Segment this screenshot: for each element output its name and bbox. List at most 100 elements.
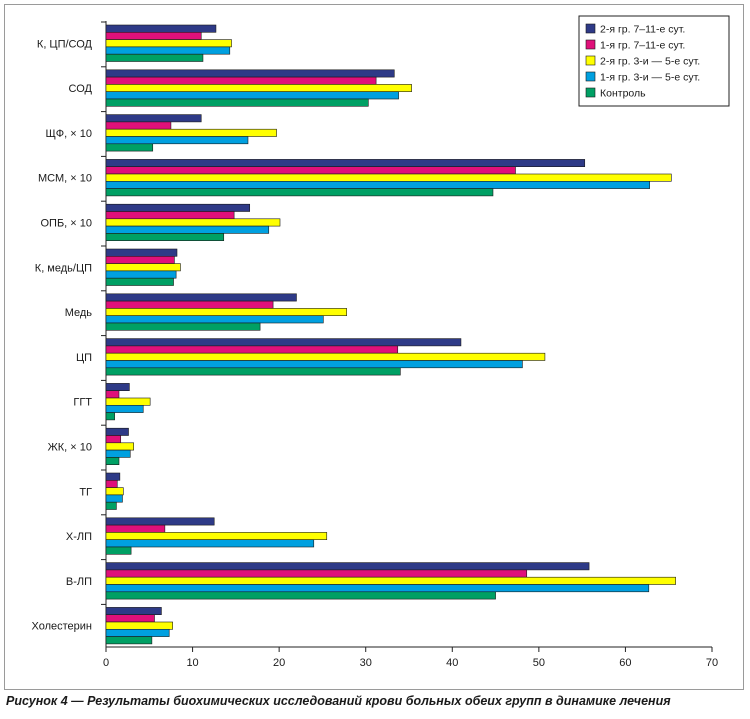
legend-swatch — [585, 71, 596, 82]
bar — [105, 636, 153, 645]
bar — [105, 345, 399, 354]
category-label: Х-ЛП — [66, 531, 92, 543]
bar — [105, 479, 118, 488]
legend-label: 1-я гр. 7–11-е сут. — [600, 40, 685, 52]
category-label: К, медь/ЦП — [35, 262, 92, 274]
bar — [105, 181, 650, 189]
bar — [105, 524, 166, 533]
bar — [105, 31, 202, 40]
bar — [105, 248, 178, 257]
bar — [105, 472, 121, 481]
category-label: ОПБ, × 10 — [40, 217, 92, 229]
category-label: МСМ, × 10 — [38, 173, 92, 185]
category-label: ГГТ — [73, 397, 92, 409]
x-tick-label: 0 — [103, 657, 109, 669]
bar — [105, 211, 235, 220]
bar — [105, 293, 297, 302]
bar — [105, 322, 261, 331]
x-tick-label: 70 — [706, 657, 718, 669]
bar — [105, 300, 274, 309]
bar — [105, 114, 202, 123]
bar — [105, 628, 170, 637]
bar — [105, 404, 144, 413]
bar — [105, 315, 324, 324]
bar — [105, 501, 117, 510]
category-label: ЖК, × 10 — [48, 441, 92, 453]
bar — [105, 532, 328, 541]
bar — [105, 76, 377, 85]
bar — [105, 91, 399, 100]
labels: 0 10 20 30 40 50 60 70 К, ЦП/СОД СОД ЩФ, × 10 МСМ, … — [32, 38, 719, 669]
bar — [105, 562, 590, 571]
category-label: Холестерин — [32, 621, 93, 633]
bar — [105, 435, 122, 444]
bar — [105, 188, 494, 197]
chart-frame: 0 10 20 30 40 50 60 70 К, ЦП/СОД СОД ЩФ, × 10 МСМ, … — [4, 4, 744, 690]
bar — [105, 203, 251, 212]
bar — [105, 449, 131, 458]
bar — [105, 494, 123, 503]
bar — [105, 39, 232, 48]
bar — [105, 98, 369, 107]
bar — [105, 121, 172, 130]
bar — [105, 383, 130, 391]
category-label: ЩФ, × 10 — [45, 128, 92, 140]
bar — [105, 53, 204, 62]
category-label: Медь — [65, 307, 93, 319]
bar — [105, 69, 395, 78]
bar — [105, 517, 215, 526]
bar — [105, 84, 412, 93]
legend-swatch — [585, 55, 596, 66]
x-tick-label: 50 — [533, 657, 545, 669]
bar — [105, 427, 129, 436]
bar — [105, 539, 315, 548]
bar — [105, 390, 120, 399]
x-tick-label: 60 — [619, 657, 631, 669]
bar — [105, 614, 155, 623]
bar — [105, 457, 120, 465]
legend-label: 2-я гр. 7–11-е сут. — [600, 24, 685, 36]
bar — [105, 218, 281, 227]
bar — [105, 143, 154, 152]
bar — [105, 487, 124, 496]
legend-swatch — [585, 39, 596, 50]
legend-label: 2-я гр. 3-и — 5-е сут. — [600, 56, 700, 68]
figure-caption: Рисунок 4 — Результаты биохимических исс… — [6, 694, 671, 708]
bar — [105, 442, 135, 451]
legend-box — [578, 15, 730, 107]
category-label: К, ЦП/СОД — [37, 38, 93, 50]
category-label: СОД — [69, 83, 93, 95]
bar — [105, 308, 347, 316]
legend-label: Контроль — [600, 88, 646, 100]
x-tick-label: 40 — [446, 657, 458, 669]
bar — [105, 46, 231, 55]
bar — [105, 136, 249, 145]
bar — [105, 412, 115, 421]
x-tick-label: 10 — [186, 657, 198, 669]
bar — [105, 270, 177, 279]
bar — [105, 128, 277, 137]
x-tick-label: 20 — [273, 657, 285, 669]
bar — [105, 621, 173, 630]
bar — [105, 352, 546, 361]
bar — [105, 256, 175, 264]
bar — [105, 263, 181, 272]
bar — [105, 607, 162, 616]
bar-chart: 0 10 20 30 40 50 60 70 К, ЦП/СОД СОД ЩФ, × 10 МСМ, … — [32, 15, 730, 669]
bar — [105, 24, 217, 33]
bar — [105, 397, 151, 406]
bar — [105, 367, 401, 376]
bar — [105, 225, 270, 234]
x-tick-label: 30 — [360, 657, 372, 669]
bar — [105, 159, 586, 167]
legend-swatch — [585, 23, 596, 34]
category-label: В-ЛП — [66, 576, 92, 588]
bar — [105, 576, 676, 585]
legend-label: 1-я гр. 3-и — 5-е сут. — [600, 72, 700, 84]
bar — [105, 360, 523, 369]
bar — [105, 173, 672, 182]
legend: 2-я гр. 7–11-е сут. 1-я гр. 7–11-е сут. 2-… — [578, 15, 730, 107]
bar — [105, 166, 516, 175]
category-label: ТГ — [79, 486, 92, 498]
bar — [105, 591, 496, 600]
